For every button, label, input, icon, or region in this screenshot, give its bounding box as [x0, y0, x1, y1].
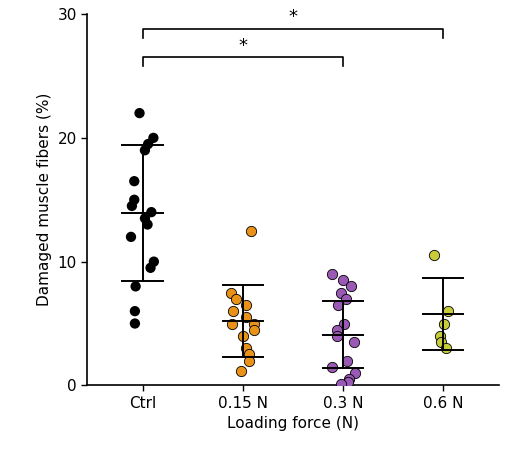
Point — [333, 332, 341, 340]
Point — [130, 178, 138, 185]
Point — [342, 357, 351, 364]
Point — [247, 227, 255, 235]
Point — [239, 332, 247, 340]
Point — [333, 326, 341, 334]
Point — [229, 307, 237, 315]
Point — [132, 282, 140, 290]
Point — [340, 320, 348, 327]
Point — [347, 282, 356, 290]
Point — [345, 376, 353, 383]
Point — [141, 147, 149, 154]
Point — [327, 363, 336, 371]
Point — [437, 338, 446, 346]
Point — [147, 208, 155, 216]
Point — [444, 307, 452, 315]
Point — [242, 313, 250, 321]
Point — [350, 338, 358, 346]
Point — [342, 295, 351, 303]
Point — [344, 378, 353, 385]
Point — [131, 320, 139, 327]
Point — [149, 134, 157, 141]
Point — [141, 214, 149, 222]
Point — [146, 264, 155, 272]
Point — [440, 320, 448, 327]
Point — [150, 258, 158, 266]
Point — [442, 345, 450, 352]
Point — [250, 320, 258, 327]
Point — [436, 332, 445, 340]
Point — [144, 141, 152, 148]
Point — [228, 320, 236, 327]
Point — [339, 276, 347, 284]
Point — [143, 221, 152, 228]
Point — [351, 369, 359, 377]
Point — [135, 110, 143, 117]
Point — [337, 289, 345, 297]
Point — [127, 233, 135, 241]
Point — [245, 351, 253, 358]
Point — [334, 301, 342, 309]
Y-axis label: Damaged muscle fibers (%): Damaged muscle fibers (%) — [37, 93, 52, 306]
Text: *: * — [288, 8, 298, 26]
Point — [337, 380, 345, 388]
X-axis label: Loading force (N): Loading force (N) — [227, 416, 359, 431]
Point — [128, 202, 136, 210]
Point — [131, 307, 139, 315]
Point — [242, 301, 250, 309]
Point — [328, 270, 336, 278]
Point — [227, 289, 235, 297]
Point — [232, 295, 240, 303]
Point — [242, 345, 250, 352]
Text: *: * — [238, 37, 247, 55]
Point — [250, 326, 259, 334]
Point — [430, 252, 438, 259]
Point — [245, 357, 253, 364]
Point — [130, 196, 138, 204]
Point — [237, 367, 245, 374]
